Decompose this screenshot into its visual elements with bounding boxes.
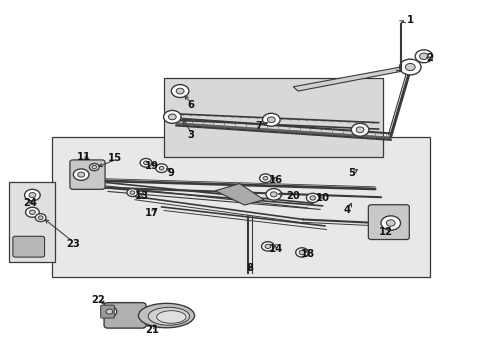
Circle shape — [309, 196, 315, 200]
Circle shape — [92, 165, 97, 169]
Circle shape — [25, 207, 39, 217]
Circle shape — [299, 250, 305, 255]
Circle shape — [414, 50, 432, 63]
FancyBboxPatch shape — [367, 205, 408, 239]
FancyBboxPatch shape — [13, 236, 44, 257]
Text: 21: 21 — [144, 325, 159, 335]
Circle shape — [106, 309, 113, 314]
Circle shape — [265, 189, 281, 200]
Circle shape — [29, 193, 36, 198]
Circle shape — [270, 192, 277, 197]
Circle shape — [168, 114, 176, 120]
Circle shape — [264, 244, 270, 248]
Polygon shape — [163, 78, 383, 157]
Circle shape — [156, 164, 167, 172]
Text: 22: 22 — [91, 295, 105, 305]
Ellipse shape — [157, 311, 185, 323]
Text: 5: 5 — [347, 168, 355, 178]
Circle shape — [171, 85, 188, 98]
Circle shape — [140, 158, 152, 167]
Circle shape — [419, 53, 427, 59]
Circle shape — [261, 242, 274, 251]
Text: 7: 7 — [255, 121, 262, 131]
Text: 14: 14 — [268, 244, 283, 254]
Circle shape — [143, 161, 148, 165]
Text: 18: 18 — [300, 248, 314, 258]
FancyBboxPatch shape — [70, 160, 105, 189]
Circle shape — [295, 248, 308, 257]
Circle shape — [78, 172, 84, 177]
Text: 4: 4 — [343, 206, 350, 216]
Text: 8: 8 — [245, 263, 252, 273]
Circle shape — [102, 306, 117, 317]
Circle shape — [176, 88, 183, 94]
Circle shape — [267, 117, 275, 123]
FancyBboxPatch shape — [104, 303, 146, 328]
Text: 15: 15 — [108, 153, 122, 163]
Circle shape — [159, 166, 163, 170]
Circle shape — [399, 59, 420, 75]
Text: 12: 12 — [378, 227, 392, 237]
Circle shape — [29, 210, 35, 215]
Text: 19: 19 — [144, 161, 159, 171]
Text: 2: 2 — [426, 53, 432, 63]
Text: 24: 24 — [23, 198, 37, 208]
Text: 6: 6 — [187, 100, 194, 110]
Polygon shape — [52, 137, 429, 277]
Circle shape — [350, 123, 368, 136]
Ellipse shape — [148, 307, 189, 325]
Circle shape — [263, 176, 267, 180]
Text: 9: 9 — [167, 168, 174, 178]
Text: 3: 3 — [187, 130, 194, 140]
Circle shape — [355, 127, 363, 133]
Circle shape — [73, 169, 89, 180]
Text: 13: 13 — [135, 191, 149, 201]
Circle shape — [380, 216, 400, 230]
Polygon shape — [9, 182, 55, 262]
Circle shape — [262, 113, 280, 126]
Circle shape — [163, 111, 181, 123]
Text: 23: 23 — [66, 239, 80, 249]
Circle shape — [259, 174, 271, 183]
Text: 20: 20 — [286, 191, 300, 201]
FancyBboxPatch shape — [101, 305, 114, 318]
Circle shape — [306, 193, 319, 203]
Circle shape — [35, 214, 46, 222]
Circle shape — [24, 189, 40, 201]
Text: 17: 17 — [144, 208, 159, 218]
Text: 10: 10 — [315, 193, 329, 203]
Circle shape — [405, 63, 414, 71]
Circle shape — [38, 216, 43, 220]
Text: 1: 1 — [406, 15, 413, 26]
Text: 11: 11 — [76, 152, 91, 162]
Ellipse shape — [138, 303, 194, 328]
Circle shape — [89, 163, 99, 171]
Text: 16: 16 — [268, 175, 283, 185]
Circle shape — [130, 191, 135, 194]
Polygon shape — [293, 65, 413, 91]
Polygon shape — [215, 184, 264, 205]
Circle shape — [386, 220, 394, 226]
Circle shape — [127, 189, 138, 197]
